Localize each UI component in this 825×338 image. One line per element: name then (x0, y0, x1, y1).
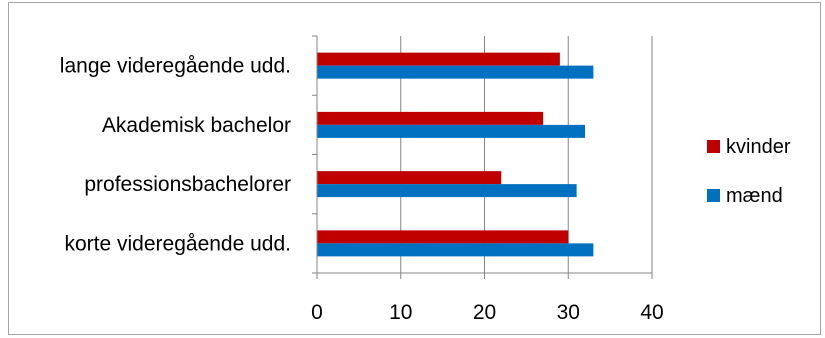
bar-kvinder-0 (317, 230, 569, 244)
bar-mænd-3 (317, 65, 594, 79)
labels: korte videregående udd. professionsbachel… (60, 55, 664, 324)
legend[interactable]: kvinder mænd (707, 136, 791, 207)
bar-mænd-1 (317, 184, 577, 198)
category-label-2: Akademisk bachelor (102, 114, 291, 137)
category-label-1: professionsbachelorer (84, 173, 291, 196)
x-tick-label-20: 20 (473, 301, 496, 324)
category-label-0: korte videregående udd. (65, 232, 292, 255)
bar-kvinder-2 (317, 111, 544, 125)
axes (312, 35, 653, 279)
legend-swatch-mænd (707, 189, 720, 202)
x-tick-label-0: 0 (311, 301, 323, 324)
bar-mænd-0 (317, 243, 594, 257)
x-tick-label-30: 30 (557, 301, 580, 324)
legend-swatch-kvinder (707, 140, 720, 153)
legend-label-kvinder: kvinder (726, 136, 791, 158)
x-tick-label-40: 40 (640, 301, 663, 324)
bars (317, 52, 594, 257)
bar-kvinder-3 (317, 52, 560, 66)
x-tick-label-10: 10 (389, 301, 412, 324)
legend-label-mænd: mænd (726, 185, 783, 207)
bar-mænd-2 (317, 124, 585, 138)
category-label-3: lange videregående udd. (60, 55, 291, 78)
bar-kvinder-1 (317, 171, 502, 185)
